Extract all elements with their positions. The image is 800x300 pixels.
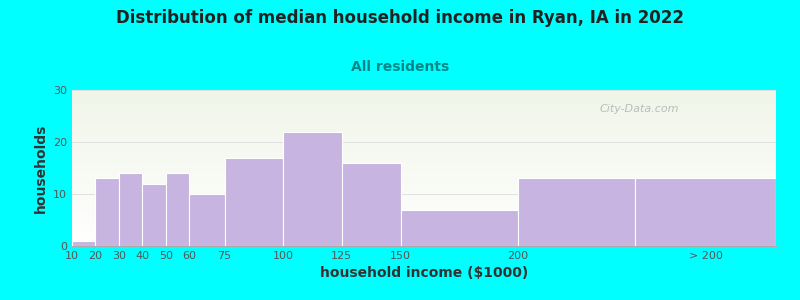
Bar (142, 184, 166, 246)
Bar (166, 173, 190, 246)
Bar (283, 132, 342, 246)
Bar (401, 210, 518, 246)
Bar (190, 194, 225, 246)
Bar (95, 178, 119, 246)
Bar (342, 163, 401, 246)
Text: All residents: All residents (351, 60, 449, 74)
X-axis label: household income ($1000): household income ($1000) (320, 266, 528, 280)
Bar (72, 241, 95, 246)
Bar (119, 173, 142, 246)
Bar (225, 158, 283, 246)
Bar (518, 178, 635, 246)
Y-axis label: households: households (34, 123, 47, 213)
Bar (635, 178, 776, 246)
Text: City-Data.com: City-Data.com (600, 104, 679, 114)
Text: Distribution of median household income in Ryan, IA in 2022: Distribution of median household income … (116, 9, 684, 27)
